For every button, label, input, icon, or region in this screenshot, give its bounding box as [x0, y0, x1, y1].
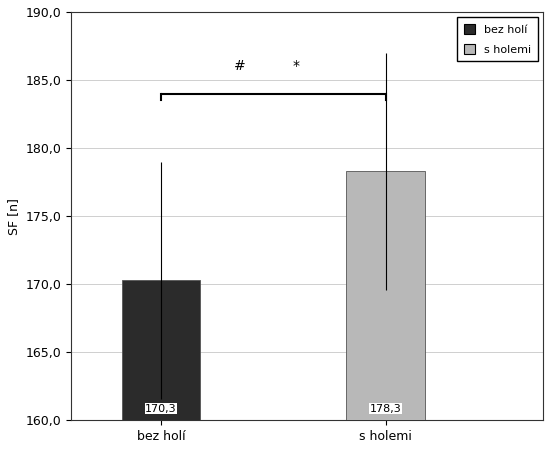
Legend: bez holí, s holemi: bez holí, s holemi [457, 18, 537, 61]
Text: #: # [234, 59, 245, 73]
Y-axis label: SF [n]: SF [n] [7, 198, 20, 234]
Text: 178,3: 178,3 [370, 404, 402, 414]
Bar [346, 171, 425, 420]
Text: *: * [293, 59, 299, 73]
Bar [122, 280, 200, 420]
Text: 170,3: 170,3 [145, 404, 177, 414]
